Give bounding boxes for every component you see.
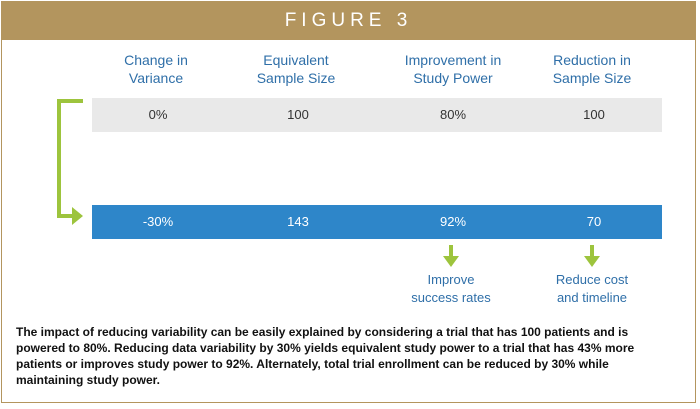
column-header-equivalent-sample-size: Equivalent Sample Size <box>231 51 361 87</box>
column-header-reduction-in-sample-size: Reduction in Sample Size <box>527 51 657 87</box>
note-line: Reduce cost <box>555 272 629 287</box>
baseline-sample-size-cell: 100 <box>287 107 309 122</box>
note-improve-success-rates: Improve success rates <box>386 271 516 307</box>
arrow-down-icon <box>584 245 600 269</box>
note-line: Improve <box>427 272 475 287</box>
column-header-line: Sample Size <box>552 70 632 86</box>
column-header-improvement-in-study-power: Improvement in Study Power <box>388 51 518 87</box>
column-header-change-in-variance: Change in Variance <box>91 51 221 87</box>
baseline-variance-cell: 0% <box>148 107 168 122</box>
reduced-reduction-cell: 70 <box>586 214 602 229</box>
column-header-line: Reduction in <box>553 52 631 68</box>
figure-frame: FIGURE 3 <box>1 1 696 403</box>
column-header-line: Study Power <box>413 70 493 86</box>
note-line: and timeline <box>556 290 628 305</box>
column-header-line: Improvement in <box>404 52 502 68</box>
column-header-line: Equivalent <box>263 52 329 68</box>
baseline-study-power-cell: 80% <box>439 107 467 122</box>
figure-caption: The impact of reducing variability can b… <box>16 325 635 387</box>
column-header-line: Change in <box>124 52 188 68</box>
reduced-variance-cell: -30% <box>142 214 174 229</box>
column-header-line: Sample Size <box>256 70 336 86</box>
reduced-study-power-cell: 92% <box>439 214 467 229</box>
column-header-line: Variance <box>128 70 184 86</box>
baseline-row: 0% 100 80% 100 <box>92 98 662 132</box>
note-line: success rates <box>411 290 491 305</box>
baseline-reduction-cell: 100 <box>583 107 605 122</box>
figure-header: FIGURE 3 <box>2 2 695 40</box>
note-reduce-cost: Reduce cost and timeline <box>527 271 657 307</box>
arrow-down-icon <box>443 245 459 269</box>
reduced-sample-size-cell: 143 <box>287 214 309 229</box>
reduced-variance-row: -30% 143 92% 70 <box>92 205 662 239</box>
